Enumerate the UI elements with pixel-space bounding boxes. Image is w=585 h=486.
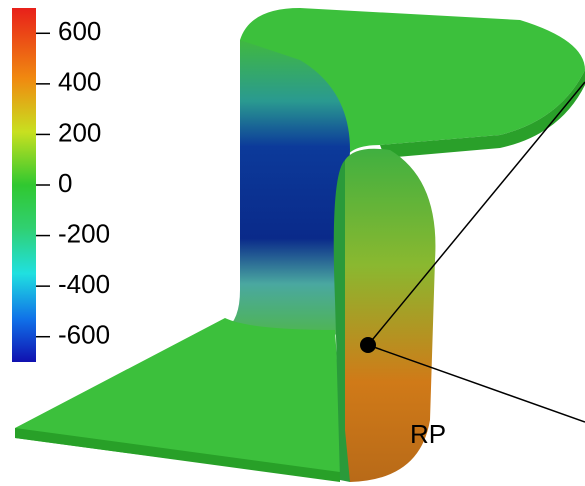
- rp-label: RP: [410, 419, 446, 449]
- leader-line: [367, 81, 585, 346]
- colorbar-ticks: 600 400 200 0 -200 -400 -600: [36, 16, 110, 350]
- wall-edge: [333, 160, 350, 482]
- tick-label: 600: [58, 16, 101, 46]
- tick-label: 200: [58, 117, 101, 147]
- leader-line: [367, 344, 585, 423]
- web: [225, 40, 350, 345]
- colorbar: [12, 8, 36, 362]
- tick-label: -600: [58, 320, 110, 350]
- bottom-flange-edge: [15, 428, 340, 482]
- tick-label: -200: [58, 218, 110, 248]
- tick-label: 0: [58, 168, 72, 198]
- side-wall: [341, 148, 436, 482]
- reference-point: [360, 337, 376, 353]
- specimen: [15, 8, 585, 482]
- top-flange-edge: [380, 70, 585, 158]
- tick-label: -400: [58, 269, 110, 299]
- tick-label: 400: [58, 67, 101, 97]
